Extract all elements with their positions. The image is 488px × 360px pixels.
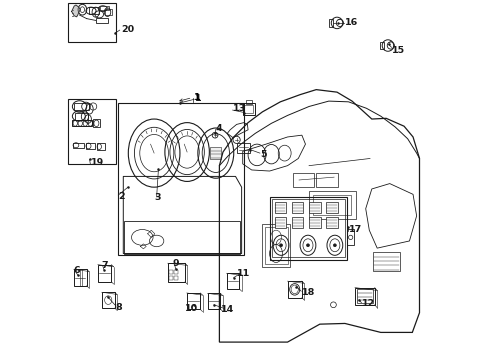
Bar (88, 7, 99, 14)
Bar (74, 269, 86, 286)
Text: 10: 10 (185, 304, 198, 313)
Ellipse shape (333, 244, 336, 247)
Bar (169, 276, 172, 280)
Bar (379, 42, 384, 49)
Bar (245, 100, 251, 104)
Bar (207, 293, 220, 309)
Text: 9: 9 (172, 259, 179, 268)
Text: 7: 7 (101, 261, 107, 270)
Bar (169, 270, 172, 274)
Text: 6: 6 (73, 266, 80, 275)
Bar (124, 221, 239, 253)
Bar (287, 281, 301, 298)
Bar (210, 147, 221, 159)
Bar (325, 202, 337, 213)
Bar (292, 173, 314, 187)
Bar (186, 293, 200, 310)
Bar (74, 103, 88, 110)
Bar (174, 276, 178, 280)
Bar (274, 202, 285, 213)
Text: 18: 18 (301, 288, 315, 297)
Bar (313, 195, 351, 215)
Bar (96, 18, 108, 23)
Bar (237, 143, 249, 153)
Text: 14: 14 (221, 305, 234, 314)
Bar (86, 143, 95, 149)
Bar (80, 269, 82, 286)
Text: 11: 11 (237, 269, 250, 278)
Ellipse shape (279, 244, 282, 247)
Bar (372, 252, 399, 271)
Bar (68, 3, 116, 42)
Bar (73, 143, 83, 148)
Text: 16: 16 (344, 18, 357, 27)
Text: 17: 17 (348, 225, 361, 234)
Bar (93, 120, 100, 127)
Text: 13: 13 (233, 104, 245, 113)
Bar (98, 265, 111, 282)
Text: 3: 3 (154, 193, 160, 202)
Ellipse shape (306, 244, 309, 247)
Bar (291, 217, 303, 228)
Bar (308, 217, 320, 228)
Text: 1: 1 (193, 93, 200, 102)
Bar (291, 202, 303, 213)
Bar (243, 103, 254, 115)
Bar (72, 121, 92, 126)
Bar (167, 263, 184, 282)
Text: 1: 1 (195, 94, 201, 103)
Bar (346, 229, 353, 245)
Bar (174, 270, 178, 274)
Bar (105, 9, 112, 15)
Bar (325, 217, 337, 228)
Bar (97, 143, 104, 150)
Bar (100, 6, 109, 10)
Bar (270, 197, 346, 260)
Polygon shape (72, 5, 80, 17)
Text: 4: 4 (215, 123, 222, 132)
Text: 12: 12 (362, 299, 375, 308)
Bar (308, 202, 320, 213)
Bar (68, 99, 116, 164)
Text: 8: 8 (115, 303, 122, 312)
Bar (274, 217, 285, 228)
Bar (316, 173, 337, 187)
Text: 2: 2 (118, 192, 124, 201)
Text: 19: 19 (91, 158, 104, 167)
Bar (354, 288, 374, 305)
Text: 15: 15 (391, 46, 405, 55)
Bar (272, 199, 345, 257)
Bar (102, 292, 115, 308)
Bar (261, 224, 290, 267)
Bar (356, 289, 372, 303)
Text: 5: 5 (260, 150, 266, 159)
Bar (328, 19, 333, 27)
Text: 20: 20 (121, 25, 134, 34)
Bar (264, 226, 287, 264)
Bar (75, 113, 88, 120)
Bar (308, 191, 355, 220)
Bar (226, 273, 239, 289)
Bar (244, 105, 253, 113)
